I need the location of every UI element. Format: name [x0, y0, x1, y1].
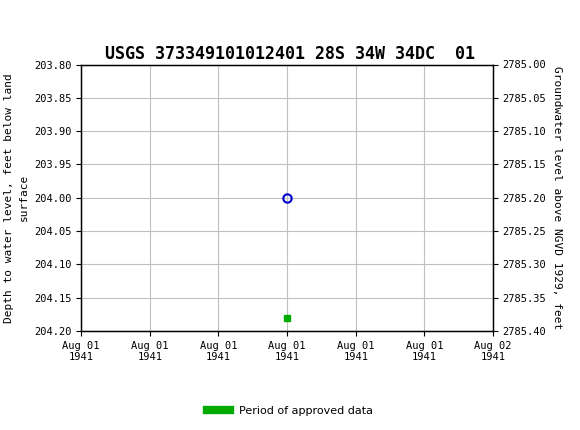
Y-axis label: Depth to water level, feet below land
surface: Depth to water level, feet below land su…	[5, 73, 28, 322]
Y-axis label: Groundwater level above NGVD 1929, feet: Groundwater level above NGVD 1929, feet	[552, 66, 562, 329]
Text: ≡USGS: ≡USGS	[9, 12, 72, 31]
Text: USGS 373349101012401 28S 34W 34DC  01: USGS 373349101012401 28S 34W 34DC 01	[105, 45, 475, 63]
Legend: Period of approved data: Period of approved data	[203, 401, 377, 420]
